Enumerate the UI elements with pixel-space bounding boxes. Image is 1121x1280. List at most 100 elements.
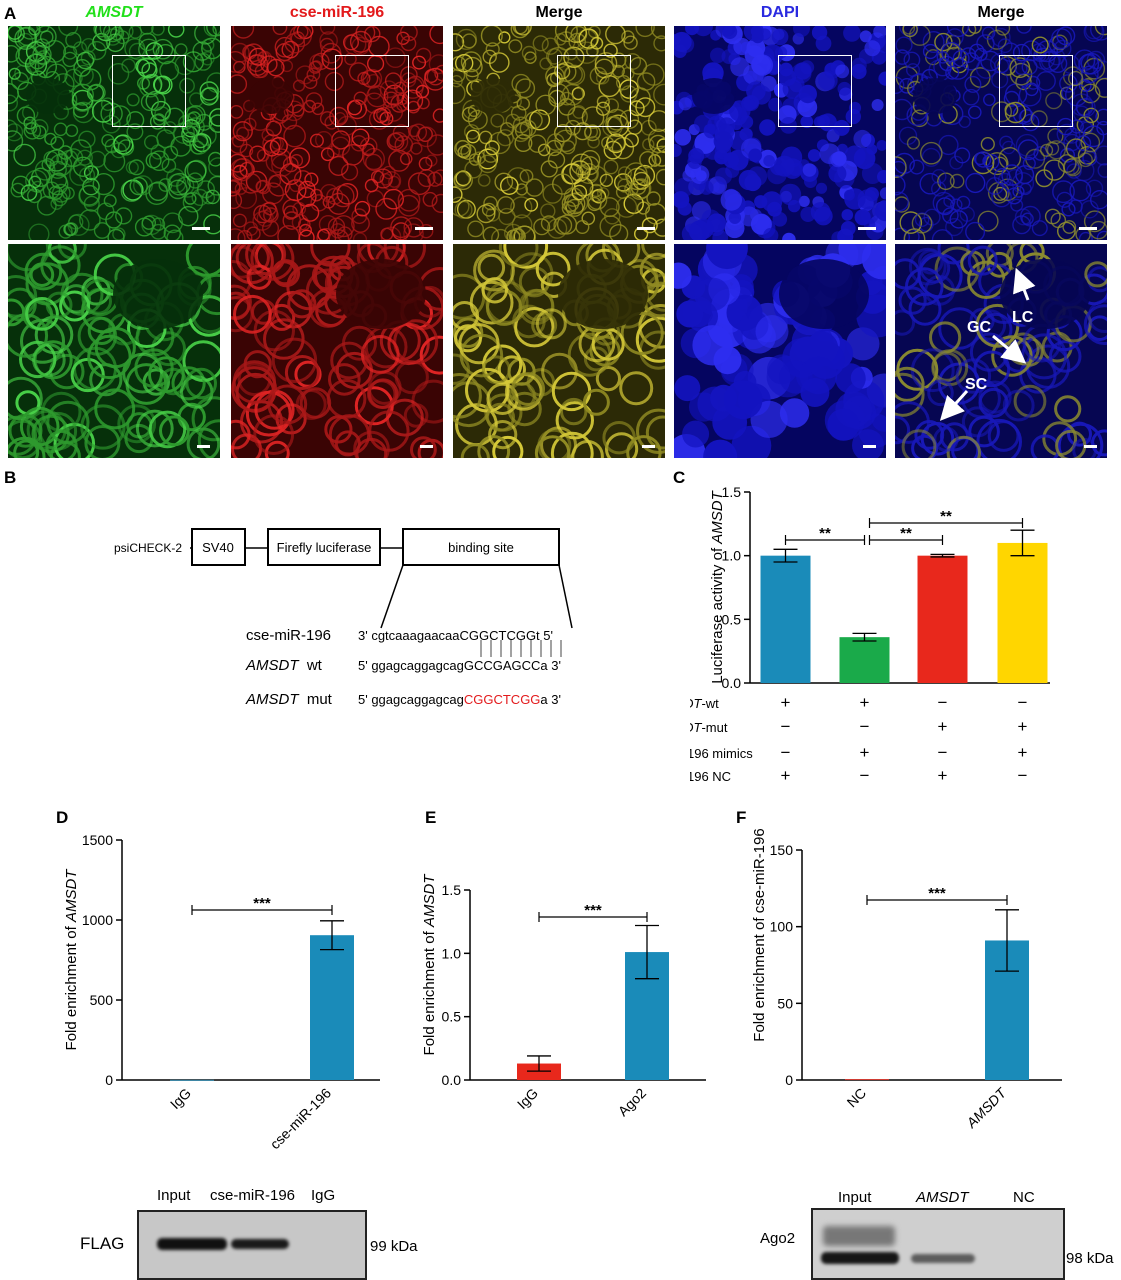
zoom-box — [112, 55, 186, 127]
condition-sign: − — [781, 717, 791, 736]
panel-label-d: D — [56, 808, 69, 827]
fluorescence-image-r2-c2 — [231, 244, 443, 458]
blot-d-lane-igg: IgG — [311, 1187, 336, 1204]
significance-stars: ** — [940, 508, 952, 525]
zoom-box — [778, 55, 852, 127]
scale-bar — [642, 445, 655, 448]
construct-diagram: psiCHECK-2 SV40 Firefly luciferase bindi… — [114, 528, 573, 657]
blot-f-lane-amsdt: AMSDT — [916, 1189, 969, 1206]
fluorescence-image-r1-c4 — [674, 26, 886, 240]
bar — [839, 637, 890, 683]
y-tick-label: 1.0 — [722, 548, 742, 564]
scale-bar — [415, 227, 433, 230]
gc-arrow — [992, 334, 1027, 364]
condition-sign: − — [781, 743, 791, 762]
zoom-box — [999, 55, 1073, 127]
seq-row-name: AMSDT wt — [246, 657, 322, 674]
binding-site-box — [402, 528, 560, 566]
blot-d-band-input — [157, 1238, 227, 1250]
fluorescence-image-r2-c1 — [8, 244, 220, 458]
blot-d-protein: FLAG — [80, 1234, 125, 1253]
scale-bar — [192, 227, 210, 230]
firefly-box — [267, 528, 381, 566]
bar — [310, 935, 354, 1080]
zoom-line-left — [380, 564, 404, 629]
panel-label-c: C — [673, 468, 686, 487]
significance-stars: ** — [819, 525, 831, 542]
fluorescence-image-r2-c3 — [453, 244, 665, 458]
bar — [997, 542, 1048, 683]
seq-row-sequence: 5' ggagcaggagcagCGGCTCGGa 3' — [358, 692, 561, 707]
seq-row-sequence: 3' cgtcaaagaacaaCGGCTCGGt 5' — [358, 628, 553, 643]
blot-f-smear-input — [823, 1226, 895, 1246]
blot-f-membrane — [811, 1208, 1065, 1280]
panel-a-title-5: Merge — [977, 4, 1025, 21]
vector-label: psiCHECK-2 — [114, 541, 182, 555]
condition-label: cse-miR-196 NC — [690, 769, 731, 784]
blot-d-lane-input: Input — [157, 1187, 191, 1204]
panel-a-title-2: cse-miR-196 — [289, 4, 385, 21]
bar — [845, 1079, 889, 1081]
condition-sign: − — [860, 766, 870, 785]
y-axis-label: Fold enrichment of cse-miR-196 — [751, 828, 768, 1041]
y-axis-label: Fold enrichment of AMSDT — [63, 868, 80, 1051]
blot-f-size: 98 kDa — [1066, 1250, 1114, 1267]
sc-arrow — [939, 389, 969, 421]
x-tick-label: IgG — [514, 1085, 541, 1112]
panel-a-title-4: DAPI — [760, 4, 800, 21]
y-tick-label: 0.5 — [722, 611, 742, 627]
condition-sign: + — [1018, 743, 1028, 762]
significance-stars: *** — [928, 885, 946, 902]
zoom-line-right — [558, 564, 573, 629]
base-pair-ticks — [480, 640, 562, 657]
scale-bar — [858, 227, 876, 230]
sv40-box — [191, 528, 246, 566]
x-tick-label: Ago2 — [615, 1085, 650, 1120]
seq-row-sequence: 5' ggagcaggagcagGCCGAGCCa 3' — [358, 658, 561, 673]
condition-sign: − — [1018, 766, 1028, 785]
panel-a-title-3: Merge — [535, 4, 583, 21]
significance-stars: *** — [584, 902, 602, 919]
scale-bar — [1084, 445, 1097, 448]
sv40-label: SV40 — [202, 540, 234, 555]
y-tick-label: 50 — [777, 995, 793, 1011]
y-tick-label: 150 — [770, 842, 794, 858]
lc-arrow — [1013, 267, 1036, 301]
blot-f-band-amsdt — [911, 1254, 975, 1263]
condition-sign: + — [860, 743, 870, 762]
scale-bar — [637, 227, 655, 230]
x-tick-label: NC — [843, 1085, 869, 1111]
condition-sign: − — [1018, 693, 1028, 712]
blot-f-band-input — [821, 1252, 899, 1264]
label-sc: SC — [965, 376, 988, 393]
scale-bar — [197, 445, 210, 448]
y-tick-label: 0 — [105, 1072, 113, 1088]
fluorescence-image-r2-c4 — [674, 244, 886, 458]
y-tick-label: 1500 — [82, 832, 113, 848]
bar — [760, 555, 811, 683]
condition-sign: + — [781, 766, 791, 785]
label-gc: GC — [967, 319, 991, 336]
y-tick-label: 1.0 — [442, 945, 462, 961]
seq-row-name: AMSDT mut — [246, 691, 332, 708]
significance-stars: ** — [900, 525, 912, 542]
condition-label: psi-AMSDT-wt — [690, 696, 719, 711]
seq-row-name: cse-miR-196 — [246, 627, 332, 644]
y-tick-label: 0 — [785, 1072, 793, 1088]
y-axis-label: Fold enrichment of AMSDT — [421, 873, 438, 1056]
condition-sign: + — [938, 717, 948, 736]
y-tick-label: 0.5 — [442, 1009, 462, 1025]
panel-label-e: E — [425, 808, 437, 827]
x-tick-label: cse-miR-196 — [267, 1085, 335, 1153]
cell-type-annotations: LC GC SC — [939, 267, 1036, 421]
zoom-box — [335, 55, 409, 127]
panel-label-b: B — [4, 468, 17, 487]
y-tick-label: 100 — [770, 919, 794, 935]
x-tick-label: AMSDT — [962, 1084, 1010, 1132]
y-tick-label: 0.0 — [442, 1072, 462, 1088]
y-tick-label: 1.5 — [442, 882, 462, 898]
blot-d-lane-mir: cse-miR-196 — [210, 1187, 296, 1204]
panel-label-f: F — [736, 808, 747, 827]
scale-bar — [863, 445, 876, 448]
